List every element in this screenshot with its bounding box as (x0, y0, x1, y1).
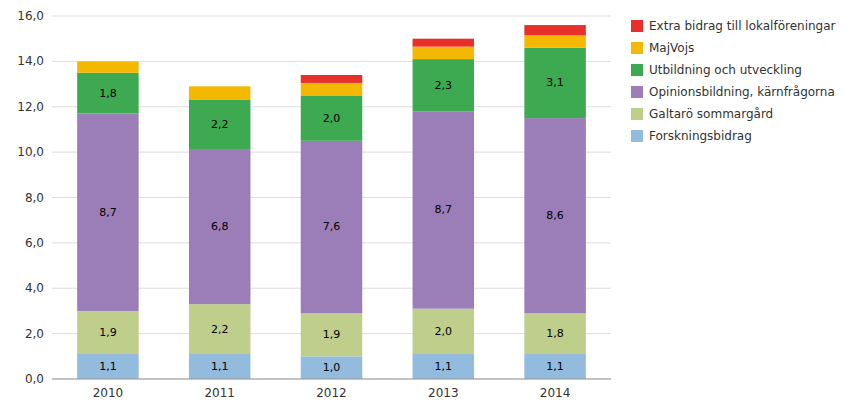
legend-label: Galtarö sommargård (649, 107, 773, 121)
data-label: 2,0 (323, 112, 341, 125)
legend-label: Forskningsbidrag (649, 129, 752, 143)
x-tick-label: 2012 (316, 386, 347, 400)
bar-segment (77, 61, 138, 72)
bar-segment (301, 141, 362, 313)
data-labels: 1,1 1,1 1,0 1,1 1,1 1,9 2,2 1,9 2,0 1,8 8,7 6,8 7,6 8… (99, 76, 564, 374)
bar-segment (301, 356, 362, 379)
y-tick-label: 6,0 (25, 236, 44, 250)
bar-segment (413, 59, 474, 111)
bar-segment (301, 95, 362, 140)
data-label: 2,2 (211, 118, 229, 131)
y-tick-label: 4,0 (25, 281, 44, 295)
bar-segment (524, 48, 585, 118)
bar-segment (301, 313, 362, 356)
legend-swatch (631, 108, 643, 120)
x-tick-label: 2010 (93, 386, 124, 400)
y-axis: 0,0 2,0 4,0 6,0 8,0 10,0 12,0 14,0 16,0 (17, 9, 44, 386)
bar-segment (189, 86, 250, 100)
y-tick-label: 2,0 (25, 327, 44, 341)
y-tick-label: 10,0 (17, 145, 44, 159)
data-label: 1,9 (99, 326, 117, 339)
data-label: 8,7 (435, 203, 453, 216)
x-tick-label: 2014 (540, 386, 571, 400)
bar-segment (189, 86, 250, 87)
data-label: 2,2 (211, 323, 229, 336)
bar-segment (413, 47, 474, 59)
data-label: 6,8 (211, 220, 229, 233)
data-label: 1,8 (99, 87, 117, 100)
legend-label: Utbildning och utveckling (649, 63, 802, 77)
x-tick-label: 2011 (204, 386, 235, 400)
bar-segment (189, 100, 250, 150)
data-label: 3,1 (546, 76, 564, 89)
chart: 0,0 2,0 4,0 6,0 8,0 10,0 12,0 14,0 16,0 1,1 1,1 1,0… (0, 0, 861, 413)
bar-segment (189, 304, 250, 354)
bars (77, 25, 586, 379)
legend-label: MajVojs (649, 41, 694, 55)
legend-swatch (631, 64, 643, 76)
bar-segment (77, 354, 138, 379)
x-axis: 2010 2011 2012 2013 2014 (52, 379, 611, 400)
bar-segment (189, 354, 250, 379)
data-label: 2,3 (435, 79, 453, 92)
y-tick-label: 0,0 (25, 372, 44, 386)
legend: Extra bidrag till lokalföreningar MajVojs… (631, 19, 836, 143)
x-tick-label: 2013 (428, 386, 459, 400)
data-label: 1,8 (546, 327, 564, 340)
bar-segment (524, 354, 585, 379)
bar-segment (77, 73, 138, 114)
legend-swatch (631, 42, 643, 54)
bar-segment (413, 111, 474, 308)
bar-segment (413, 354, 474, 379)
bar-segment (413, 309, 474, 354)
data-label: 7,6 (323, 220, 341, 233)
data-label: 1,1 (211, 360, 229, 373)
data-label: 8,6 (546, 209, 564, 222)
grid-line (52, 16, 611, 17)
legend-swatch (631, 20, 643, 32)
legend-label: Extra bidrag till lokalföreningar (649, 19, 836, 33)
bar-segment (77, 114, 138, 311)
data-label: 8,7 (99, 206, 117, 219)
x-axis-line (52, 379, 611, 380)
data-label: 1,1 (99, 360, 117, 373)
data-label: 2,0 (435, 325, 453, 338)
data-label: 1,0 (323, 361, 341, 374)
bar-segment (524, 313, 585, 354)
legend-label: Opinionsbildning, kärnfrågorna (649, 85, 835, 99)
bar-segment (413, 39, 474, 47)
bar-segment (301, 83, 362, 95)
data-label: 1,1 (435, 360, 453, 373)
grid-line (52, 379, 611, 380)
bar-segment (524, 25, 585, 35)
data-label: 1,9 (323, 328, 341, 341)
y-tick-label: 16,0 (17, 9, 44, 23)
grid (52, 16, 611, 379)
bar-segment (77, 311, 138, 354)
bar-segment (524, 118, 585, 313)
bar-segment (77, 61, 138, 62)
bar-segment (189, 150, 250, 304)
y-tick-label: 8,0 (25, 191, 44, 205)
y-tick-label: 14,0 (17, 54, 44, 68)
bar-segment (301, 75, 362, 83)
legend-swatch (631, 86, 643, 98)
data-label: 1,1 (546, 360, 564, 373)
y-tick-label: 12,0 (17, 100, 44, 114)
bar-segment (524, 35, 585, 47)
legend-swatch (631, 130, 643, 142)
